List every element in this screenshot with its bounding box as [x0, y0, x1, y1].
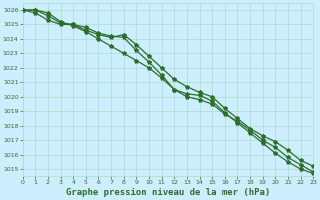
X-axis label: Graphe pression niveau de la mer (hPa): Graphe pression niveau de la mer (hPa) — [66, 188, 270, 197]
